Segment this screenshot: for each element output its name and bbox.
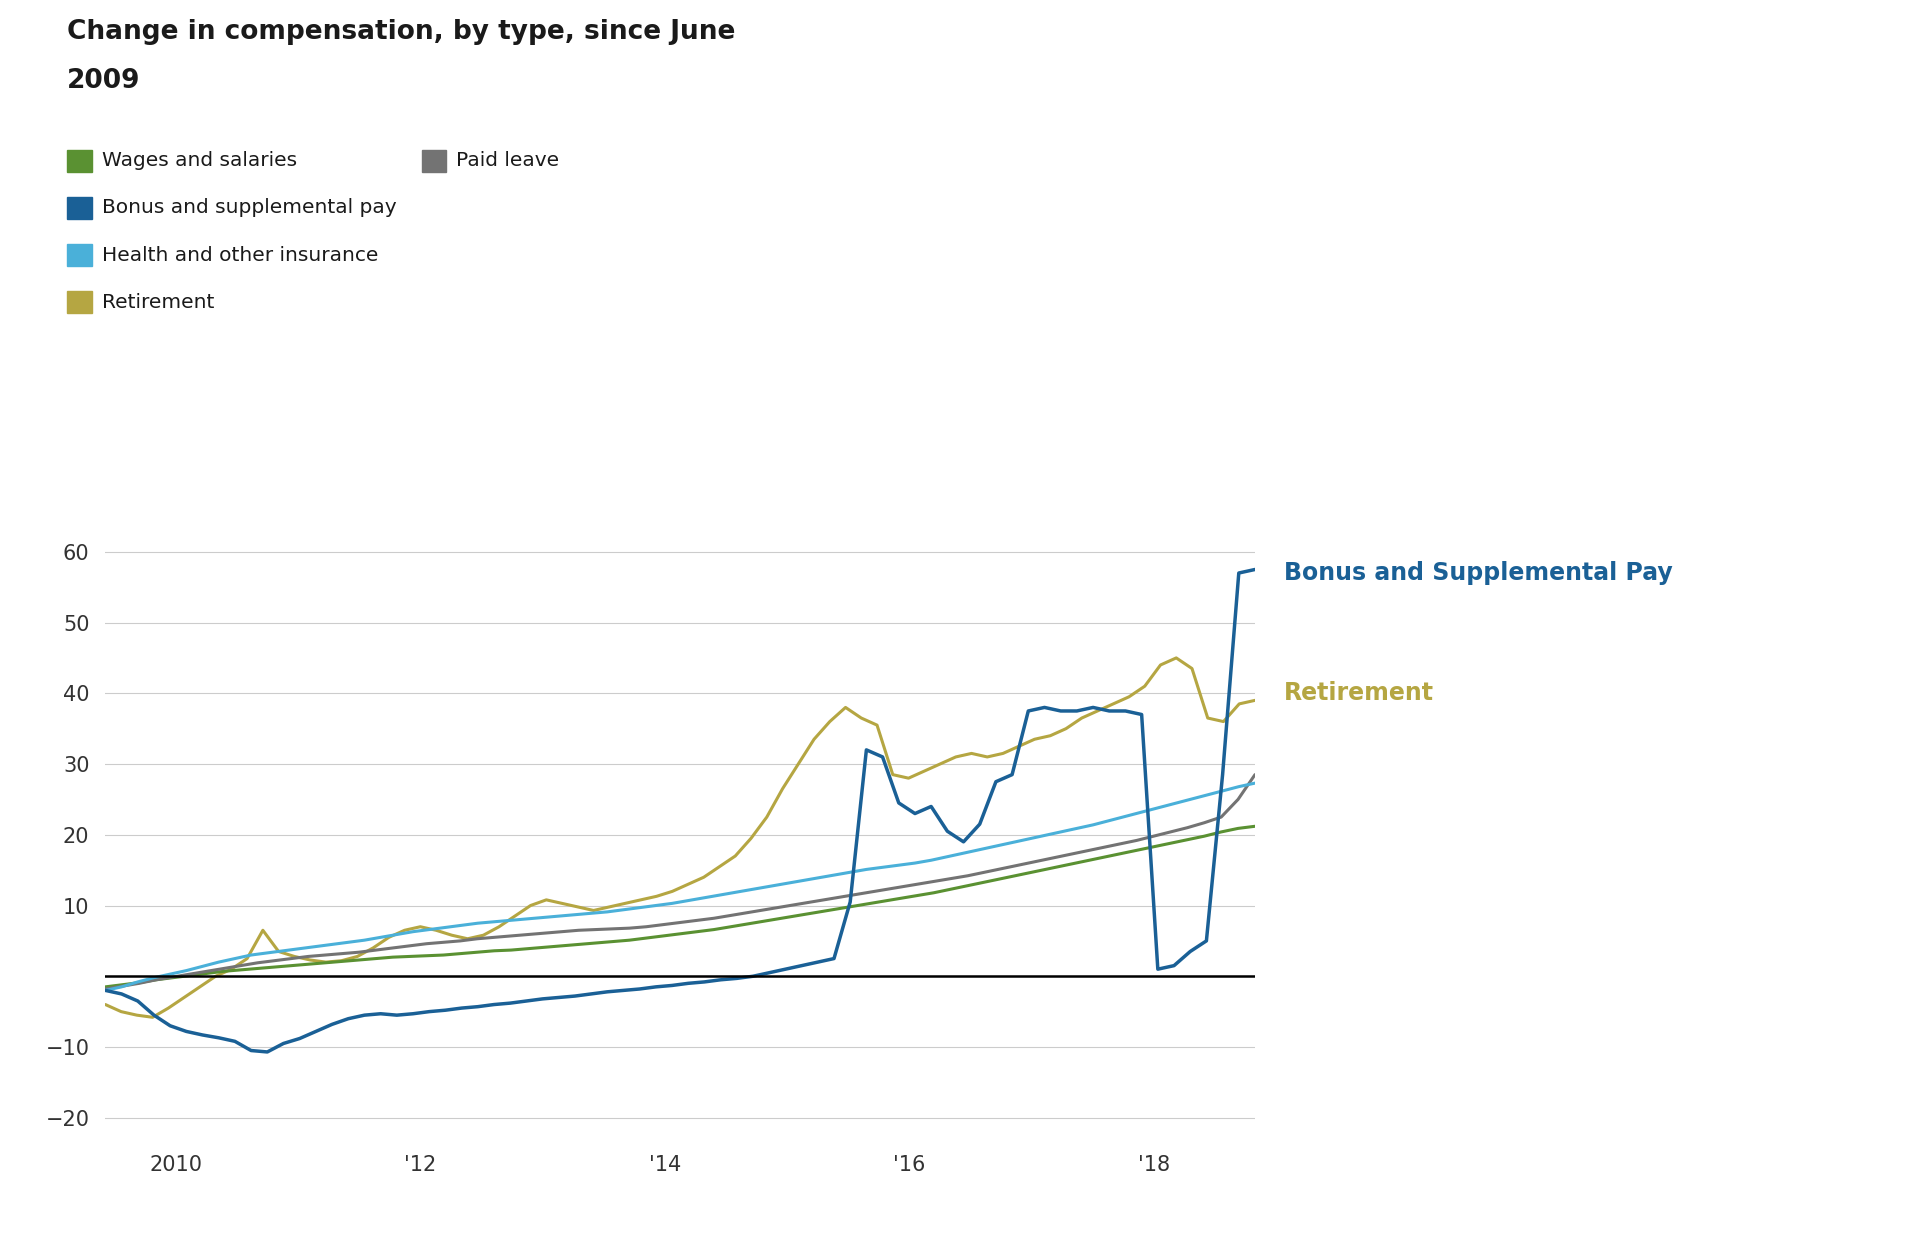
Text: Wages and salaries: Wages and salaries (102, 151, 297, 171)
Text: Health and other insurance: Health and other insurance (102, 245, 377, 265)
Text: Bonus and Supplemental Pay: Bonus and Supplemental Pay (1284, 561, 1673, 586)
Text: Change in compensation, by type, since June: Change in compensation, by type, since J… (67, 19, 736, 45)
Text: 2009: 2009 (67, 68, 140, 94)
Text: Retirement: Retirement (1284, 681, 1433, 706)
Text: Bonus and supplemental pay: Bonus and supplemental pay (102, 198, 397, 218)
Text: Paid leave: Paid leave (456, 151, 559, 171)
Text: Retirement: Retirement (102, 292, 215, 312)
